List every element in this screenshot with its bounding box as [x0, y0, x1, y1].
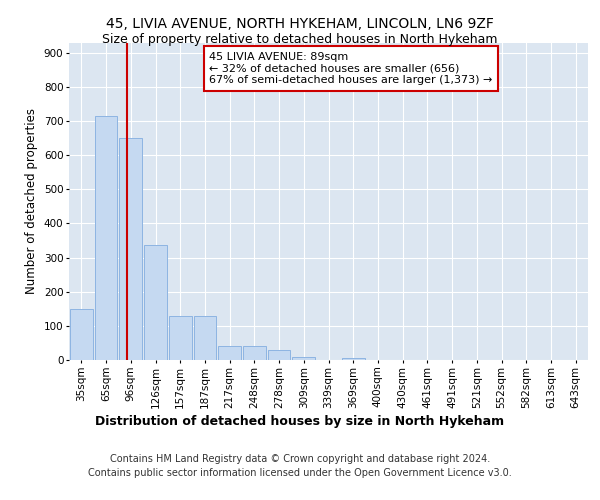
- Bar: [268, 350, 290, 360]
- Text: Contains HM Land Registry data © Crown copyright and database right 2024.
Contai: Contains HM Land Registry data © Crown c…: [88, 454, 512, 477]
- Text: Size of property relative to detached houses in North Hykeham: Size of property relative to detached ho…: [102, 32, 498, 46]
- Bar: [194, 316, 216, 360]
- Text: 45 LIVIA AVENUE: 89sqm
← 32% of detached houses are smaller (656)
67% of semi-de: 45 LIVIA AVENUE: 89sqm ← 32% of detached…: [209, 52, 493, 85]
- Bar: [144, 244, 167, 360]
- Bar: [95, 116, 118, 360]
- Bar: [243, 346, 266, 360]
- Bar: [342, 358, 365, 360]
- Text: Distribution of detached houses by size in North Hykeham: Distribution of detached houses by size …: [95, 414, 505, 428]
- Bar: [119, 138, 142, 360]
- Y-axis label: Number of detached properties: Number of detached properties: [25, 108, 38, 294]
- Bar: [292, 356, 315, 360]
- Bar: [218, 346, 241, 360]
- Bar: [70, 309, 93, 360]
- Bar: [169, 316, 191, 360]
- Text: 45, LIVIA AVENUE, NORTH HYKEHAM, LINCOLN, LN6 9ZF: 45, LIVIA AVENUE, NORTH HYKEHAM, LINCOLN…: [106, 18, 494, 32]
